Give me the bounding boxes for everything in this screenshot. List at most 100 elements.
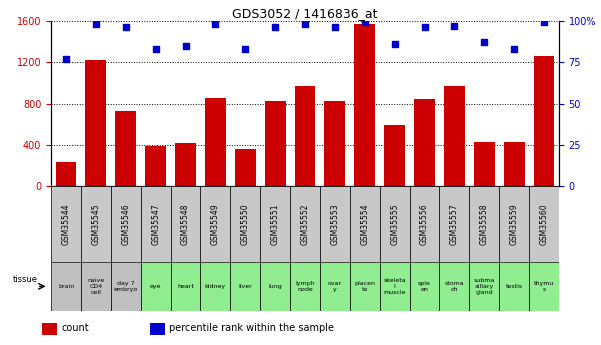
- Text: testis: testis: [505, 284, 523, 289]
- Bar: [260, 186, 290, 262]
- Bar: [141, 186, 171, 262]
- Text: liver: liver: [239, 284, 252, 289]
- Bar: [171, 262, 201, 310]
- Text: GSM35547: GSM35547: [151, 204, 160, 245]
- Point: [121, 24, 130, 30]
- Bar: [534, 56, 555, 186]
- Text: GSM35551: GSM35551: [270, 204, 279, 245]
- Text: GSM35546: GSM35546: [121, 204, 130, 245]
- Bar: [350, 262, 380, 310]
- Text: day 7
embryo: day 7 embryo: [114, 281, 138, 292]
- Text: percentile rank within the sample: percentile rank within the sample: [169, 323, 335, 333]
- Bar: [201, 262, 230, 310]
- Point: [181, 43, 191, 48]
- Bar: [320, 186, 350, 262]
- Bar: [320, 262, 350, 310]
- Bar: [171, 186, 201, 262]
- Bar: [325, 101, 346, 186]
- Bar: [474, 142, 495, 186]
- Point: [450, 23, 459, 28]
- Bar: [51, 186, 81, 262]
- Text: sple
en: sple en: [418, 281, 431, 292]
- Text: ovar
y: ovar y: [328, 281, 342, 292]
- Text: GSM35559: GSM35559: [510, 204, 519, 245]
- Bar: [145, 146, 166, 186]
- Bar: [380, 186, 409, 262]
- Text: GSM35544: GSM35544: [61, 204, 70, 245]
- Point: [151, 46, 160, 52]
- Point: [480, 39, 489, 45]
- Text: naive
CD4
cell: naive CD4 cell: [87, 278, 105, 295]
- Text: GSM35552: GSM35552: [300, 204, 310, 245]
- Text: GSM35557: GSM35557: [450, 204, 459, 245]
- Text: GSM35549: GSM35549: [211, 204, 220, 245]
- Bar: [115, 111, 136, 186]
- Bar: [205, 98, 226, 186]
- Point: [270, 24, 280, 30]
- Bar: [85, 60, 106, 186]
- Bar: [111, 186, 141, 262]
- Bar: [439, 186, 469, 262]
- Text: kidney: kidney: [205, 284, 226, 289]
- Text: placen
ta: placen ta: [354, 281, 375, 292]
- Bar: [42, 323, 57, 335]
- Point: [539, 20, 549, 25]
- Text: GSM35558: GSM35558: [480, 204, 489, 245]
- Bar: [290, 186, 320, 262]
- Text: GSM35555: GSM35555: [390, 204, 399, 245]
- Bar: [141, 262, 171, 310]
- Text: lymph
node: lymph node: [295, 281, 315, 292]
- Bar: [439, 262, 469, 310]
- Bar: [111, 262, 141, 310]
- Bar: [264, 101, 285, 186]
- Text: GSM35553: GSM35553: [331, 204, 340, 245]
- Text: tissue: tissue: [13, 275, 38, 284]
- Bar: [409, 186, 439, 262]
- Bar: [380, 262, 409, 310]
- Point: [61, 56, 71, 61]
- Bar: [469, 262, 499, 310]
- Text: GSM35554: GSM35554: [360, 204, 369, 245]
- Bar: [499, 262, 529, 310]
- Point: [91, 21, 101, 27]
- Bar: [414, 99, 435, 186]
- Bar: [81, 186, 111, 262]
- Bar: [504, 142, 525, 186]
- Text: subma
xillary
gland: subma xillary gland: [474, 278, 495, 295]
- Bar: [384, 125, 405, 186]
- Point: [509, 46, 519, 52]
- Bar: [175, 143, 196, 186]
- Text: eye: eye: [150, 284, 162, 289]
- Point: [330, 24, 340, 30]
- Bar: [469, 186, 499, 262]
- Point: [360, 20, 370, 25]
- Point: [419, 24, 429, 30]
- Bar: [529, 262, 559, 310]
- Bar: [290, 262, 320, 310]
- Title: GDS3052 / 1416836_at: GDS3052 / 1416836_at: [232, 7, 378, 20]
- Text: GSM35550: GSM35550: [241, 204, 250, 245]
- Bar: [230, 262, 260, 310]
- Bar: [355, 24, 375, 186]
- Bar: [235, 149, 255, 186]
- Bar: [230, 186, 260, 262]
- Text: count: count: [61, 323, 89, 333]
- Bar: [81, 262, 111, 310]
- Bar: [529, 186, 559, 262]
- Bar: [201, 186, 230, 262]
- Bar: [260, 262, 290, 310]
- Text: skeleta
l
muscle: skeleta l muscle: [383, 278, 406, 295]
- Bar: [350, 186, 380, 262]
- Point: [390, 41, 400, 47]
- Text: thymu
s: thymu s: [534, 281, 554, 292]
- Bar: [150, 323, 165, 335]
- Bar: [444, 86, 465, 186]
- Text: GSM35556: GSM35556: [420, 204, 429, 245]
- Text: lung: lung: [268, 284, 282, 289]
- Text: GSM35545: GSM35545: [91, 204, 100, 245]
- Text: GSM35548: GSM35548: [181, 204, 190, 245]
- Bar: [294, 86, 316, 186]
- Text: stoma
ch: stoma ch: [445, 281, 464, 292]
- Text: GSM35560: GSM35560: [540, 204, 549, 245]
- Point: [240, 46, 250, 52]
